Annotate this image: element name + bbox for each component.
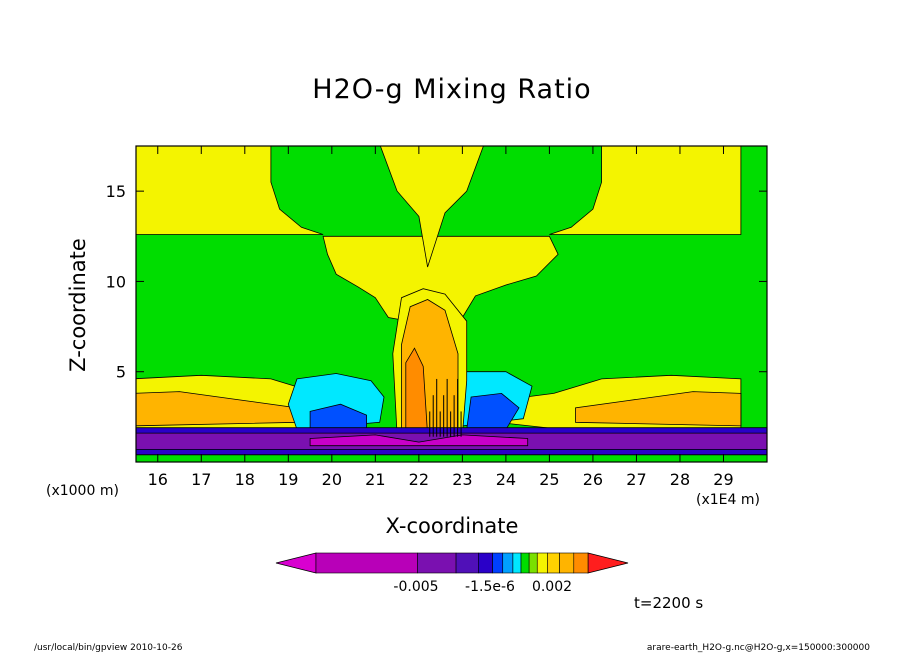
x-axis-label: X-coordinate	[385, 514, 519, 538]
colorbar-tick-label: 0.002	[532, 579, 572, 595]
colorbar-cell	[520, 552, 530, 574]
colorbar-cell	[559, 552, 575, 574]
x-tick-label: 22	[409, 470, 429, 489]
colorbar-cell	[492, 552, 504, 574]
x-tick-label: 18	[235, 470, 255, 489]
time-label: t=2200 s	[634, 594, 704, 612]
x-unit-note: (x1000 m)	[46, 483, 119, 499]
x-tick-label: 27	[626, 470, 646, 489]
colorbar-tick-label: -0.005	[393, 579, 438, 595]
footer-left: /usr/local/bin/gpview 2010-10-26	[34, 643, 183, 653]
x-tick-label: 23	[452, 470, 472, 489]
colorbar-cell	[528, 552, 538, 574]
x-tick-label: 16	[148, 470, 168, 489]
colorbar-cell	[455, 552, 479, 574]
x-tick-label: 28	[670, 470, 690, 489]
colorbar-max-arrow	[587, 552, 629, 574]
region-right-blue	[466, 392, 520, 430]
colorbar-min-arrow	[275, 552, 317, 574]
colorbar-tick-label: -1.5e-6	[465, 579, 515, 595]
x-scale-note: (x1E4 m)	[696, 492, 760, 508]
x-tick-label: 24	[496, 470, 516, 489]
x-tick-label: 26	[583, 470, 603, 489]
x-tick-label: 29	[713, 470, 733, 489]
contour-field	[136, 146, 767, 462]
x-tick-label: 19	[278, 470, 298, 489]
plot-frame	[135, 145, 768, 463]
y-tick-label: 10	[106, 272, 126, 291]
y-tick-label: 15	[106, 182, 126, 201]
x-tick-label: 17	[191, 470, 211, 489]
footer-right: arare-earth_H2O-g.nc@H2O-g,x=150000:3000…	[646, 643, 870, 653]
region-upper-left-yellow	[136, 146, 324, 235]
chart-title: H2O-g Mixing Ratio	[312, 74, 592, 105]
colorbar-cell	[536, 552, 548, 574]
region-low-layer-magenta	[309, 434, 529, 447]
colorbar-cell	[573, 552, 589, 574]
axis-ticks: 16 17 18 19 20 21 22 23 24 25 26 27 28 29 5 10 15	[106, 146, 767, 489]
colorbar: -0.005 -1.5e-6 0.002	[275, 552, 629, 595]
region-left-blue	[309, 403, 367, 430]
colorbar-cell	[478, 552, 493, 574]
y-axis-label: Z-coordinate	[66, 238, 90, 372]
colorbar-cell	[547, 552, 560, 574]
colorbar-cell	[512, 552, 522, 574]
region-upper-right-yellow	[549, 146, 742, 235]
x-tick-label: 20	[322, 470, 342, 489]
region-right-low-orange	[575, 391, 742, 427]
region-surface	[136, 454, 767, 462]
colorbar-cell	[315, 552, 418, 574]
colorbar-cell	[417, 552, 457, 574]
x-tick-label: 25	[539, 470, 559, 489]
y-tick-label: 5	[116, 363, 126, 382]
colorbar-cell	[502, 552, 514, 574]
x-tick-label: 21	[365, 470, 385, 489]
region-upper-plume	[379, 146, 484, 268]
